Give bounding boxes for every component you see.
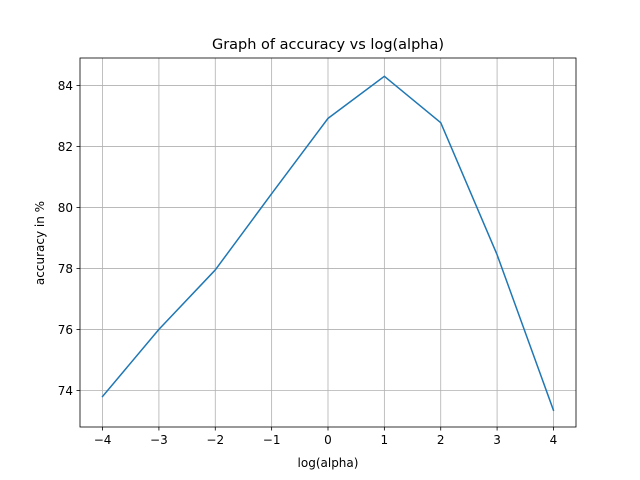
x-tick-label: 2 (437, 433, 445, 447)
x-tick-label: 1 (381, 433, 389, 447)
x-tick-label: 0 (324, 433, 332, 447)
x-tick-label: −4 (94, 433, 112, 447)
x-tick-label: −2 (206, 433, 224, 447)
x-axis-label: log(alpha) (298, 456, 359, 470)
y-tick-label: 74 (58, 384, 73, 398)
series-line (101, 75, 555, 412)
y-tick-label: 82 (58, 140, 73, 154)
y-tick-label: 84 (58, 79, 73, 93)
x-tick-label: −3 (150, 433, 168, 447)
y-axis-label: accuracy in % (33, 201, 47, 285)
y-tick-label: 76 (58, 323, 73, 337)
chart-title: Graph of accuracy vs log(alpha) (212, 37, 444, 53)
y-tick-label: 80 (58, 201, 73, 215)
data-series (101, 75, 555, 412)
x-tick-label: 3 (493, 433, 501, 447)
y-tick-label: 78 (58, 262, 73, 276)
x-tick-label: −1 (263, 433, 281, 447)
grid-lines (80, 58, 576, 427)
axis-ticks: −4 −3 −2 −1 0 1 2 3 4 74 76 78 80 82 84 (58, 79, 558, 447)
x-tick-label: 4 (550, 433, 558, 447)
